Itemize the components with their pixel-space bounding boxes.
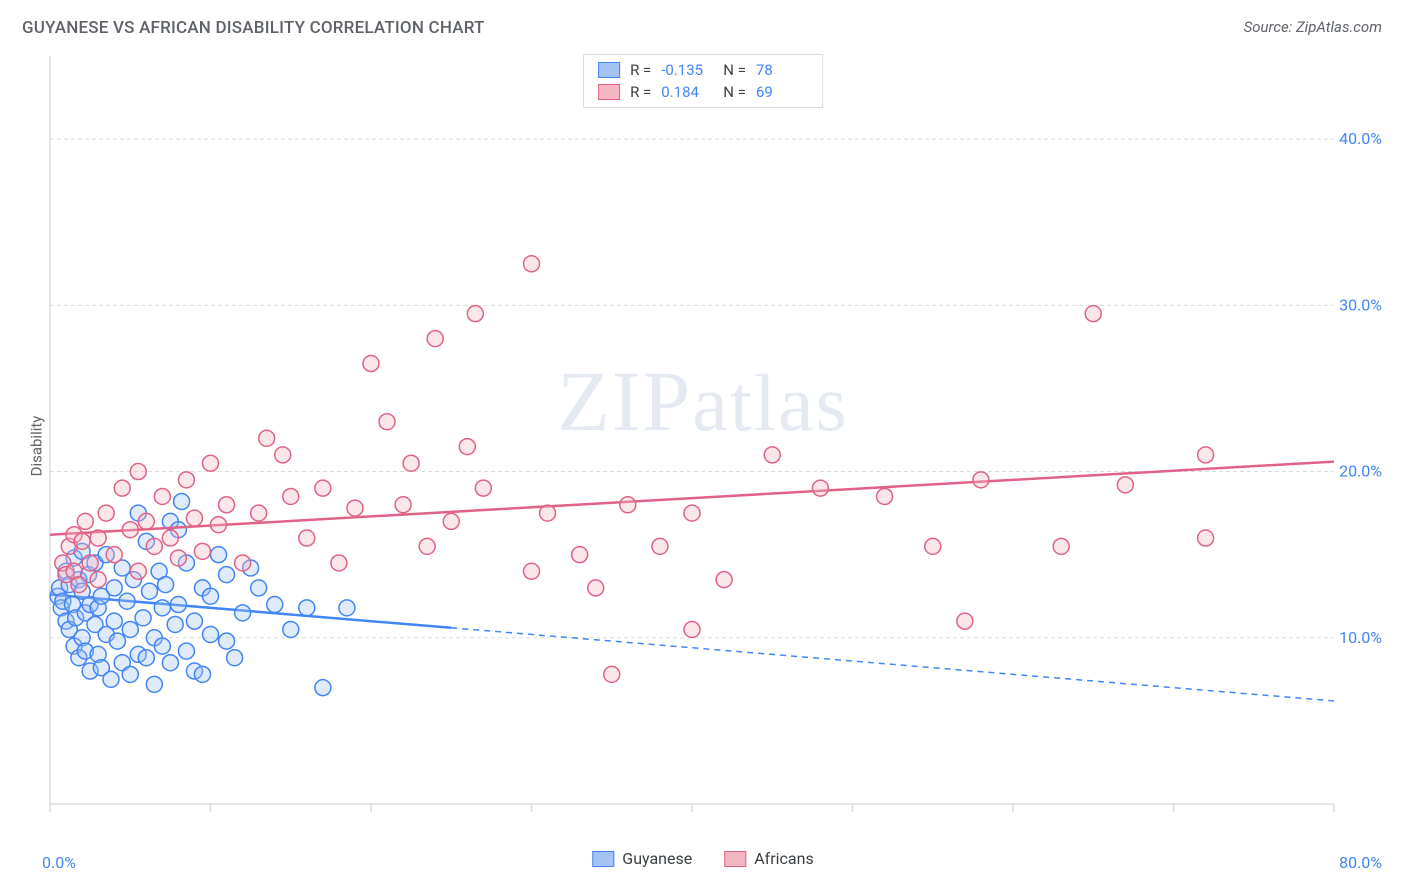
- n-value: 78: [756, 61, 808, 79]
- r-label: R =: [630, 83, 651, 101]
- scatter-chart: 10.0% 20.0% 30.0% 40.0%: [48, 48, 1388, 828]
- n-label: N =: [723, 61, 746, 79]
- stats-legend: R = -0.135 N = 78 R = 0.184 N = 69: [583, 54, 823, 108]
- r-value: -0.135: [661, 61, 713, 79]
- svg-text:10.0%: 10.0%: [1339, 628, 1382, 647]
- n-label: N =: [723, 83, 746, 101]
- r-label: R =: [630, 61, 651, 79]
- legend-swatch: [598, 62, 620, 78]
- y-axis-label: Disability: [27, 416, 45, 477]
- series-legend-item: Guyanese: [592, 849, 692, 868]
- series-legend: Guyanese Africans: [592, 849, 813, 868]
- svg-text:30.0%: 30.0%: [1339, 295, 1382, 314]
- r-value: 0.184: [661, 83, 713, 101]
- n-value: 69: [756, 83, 808, 101]
- svg-text:40.0%: 40.0%: [1339, 129, 1382, 148]
- series-name: Guyanese: [622, 849, 692, 868]
- chart-container: GUYANESE VS AFRICAN DISABILITY CORRELATI…: [0, 0, 1406, 892]
- stats-legend-row: R = 0.184 N = 69: [584, 81, 822, 103]
- legend-swatch: [724, 851, 746, 867]
- series-legend-item: Africans: [724, 849, 813, 868]
- source-label: Source: ZipAtlas.com: [1244, 18, 1382, 36]
- x-axis-min-label: 0.0%: [42, 853, 76, 872]
- svg-text:20.0%: 20.0%: [1339, 462, 1382, 481]
- series-name: Africans: [754, 849, 813, 868]
- legend-swatch: [598, 84, 620, 100]
- x-axis-max-label: 80.0%: [1339, 853, 1382, 872]
- stats-legend-row: R = -0.135 N = 78: [584, 59, 822, 81]
- chart-title: GUYANESE VS AFRICAN DISABILITY CORRELATI…: [22, 18, 485, 38]
- legend-swatch: [592, 851, 614, 867]
